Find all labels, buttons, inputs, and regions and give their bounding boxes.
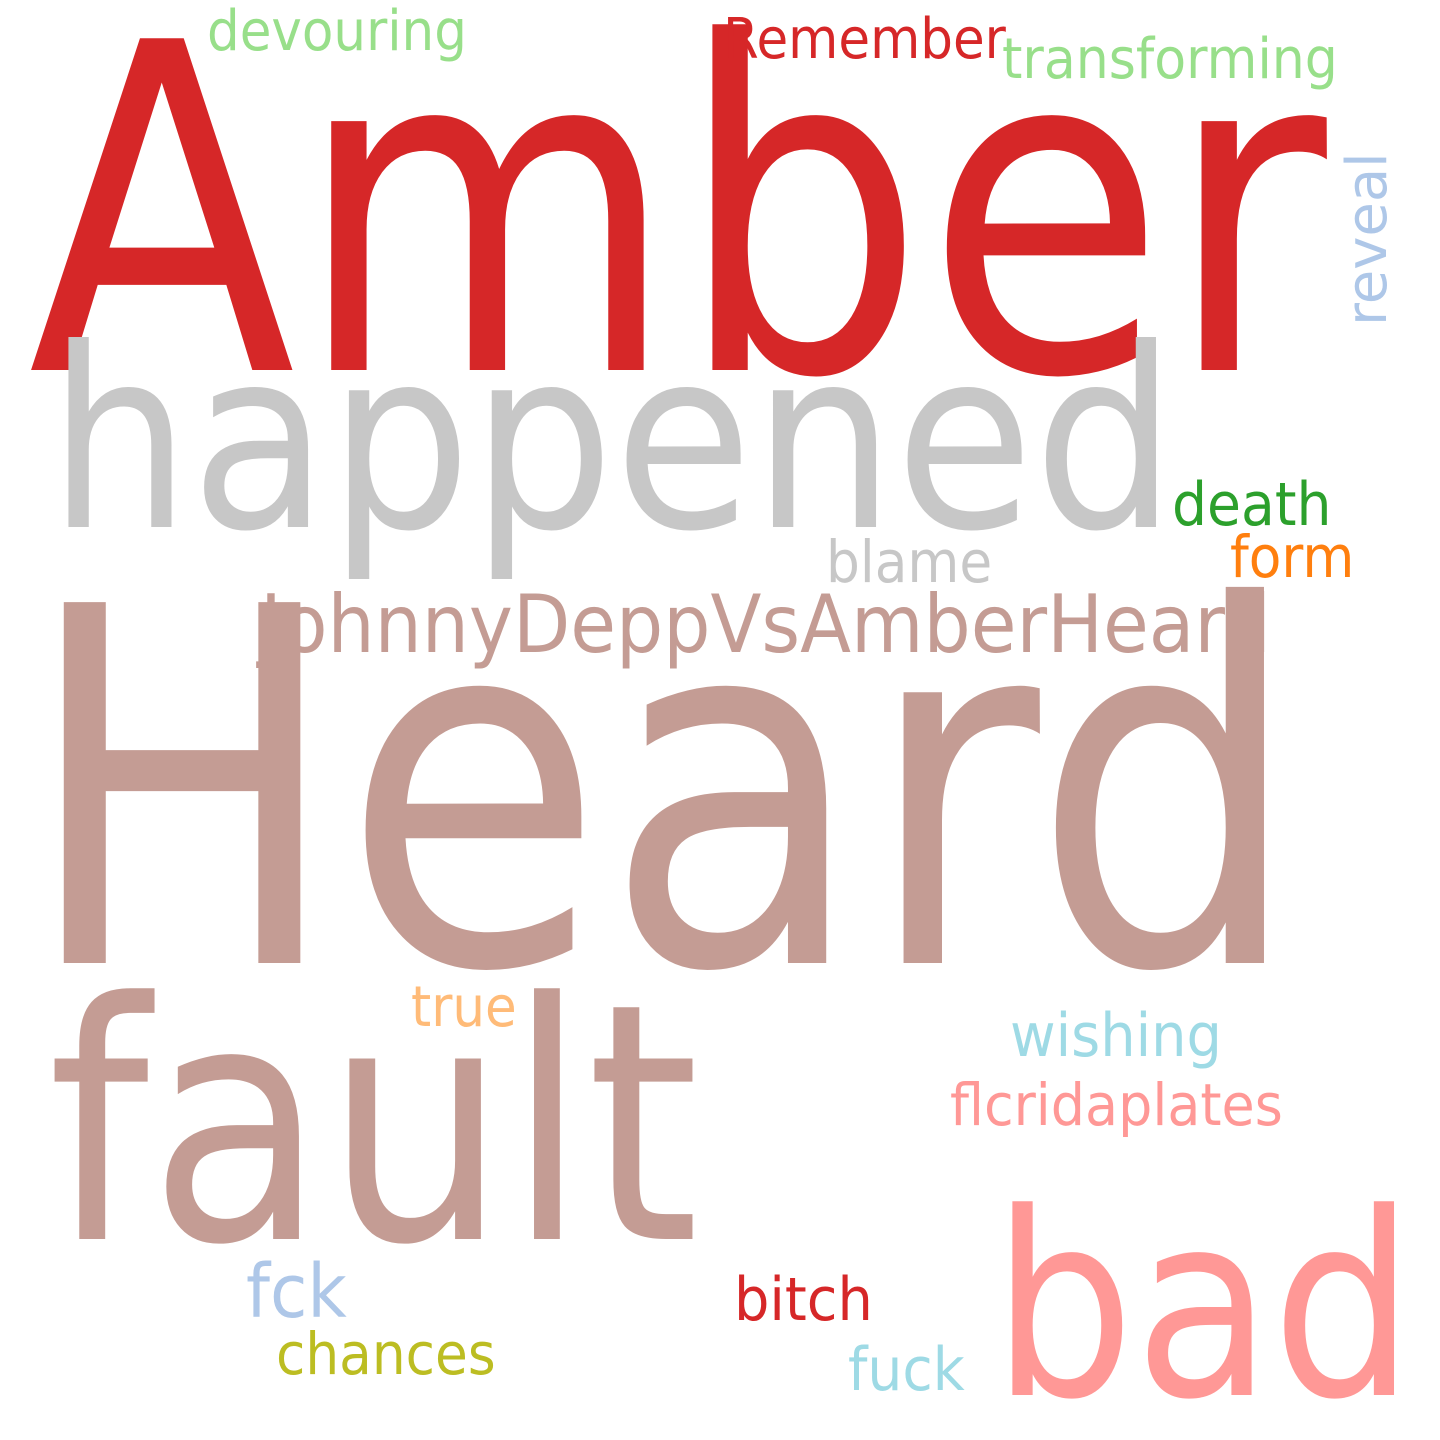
word-fault: fault [48, 933, 700, 1317]
word-death: death [1172, 470, 1332, 540]
word-fck: fck [246, 1249, 347, 1335]
word-chances: chances [276, 1320, 496, 1388]
word-reveal: reveal [1335, 152, 1400, 326]
word-true: true [411, 975, 517, 1040]
word-bitch: bitch [734, 1265, 873, 1335]
word-transforming: transforming [1002, 27, 1338, 92]
word-amber: Amber [28, 0, 1327, 478]
word-remember: Remember [723, 7, 1006, 72]
word-happened: happened [48, 295, 1177, 586]
word-bad: bad [992, 1159, 1415, 1440]
word-wishing: wishing [1010, 1001, 1222, 1071]
word-heard: Heard [22, 504, 1303, 1080]
word-blame: blame [826, 528, 993, 596]
word-form: form [1230, 523, 1355, 591]
word-johnnydeppvsamberheard: JohnnyDeppVsAmberHeard [260, 578, 1271, 671]
word-devouring: devouring [207, 0, 467, 64]
word-fuck: fuck [848, 1335, 965, 1405]
word-flcridaplates: flcridaplates [950, 1071, 1283, 1139]
